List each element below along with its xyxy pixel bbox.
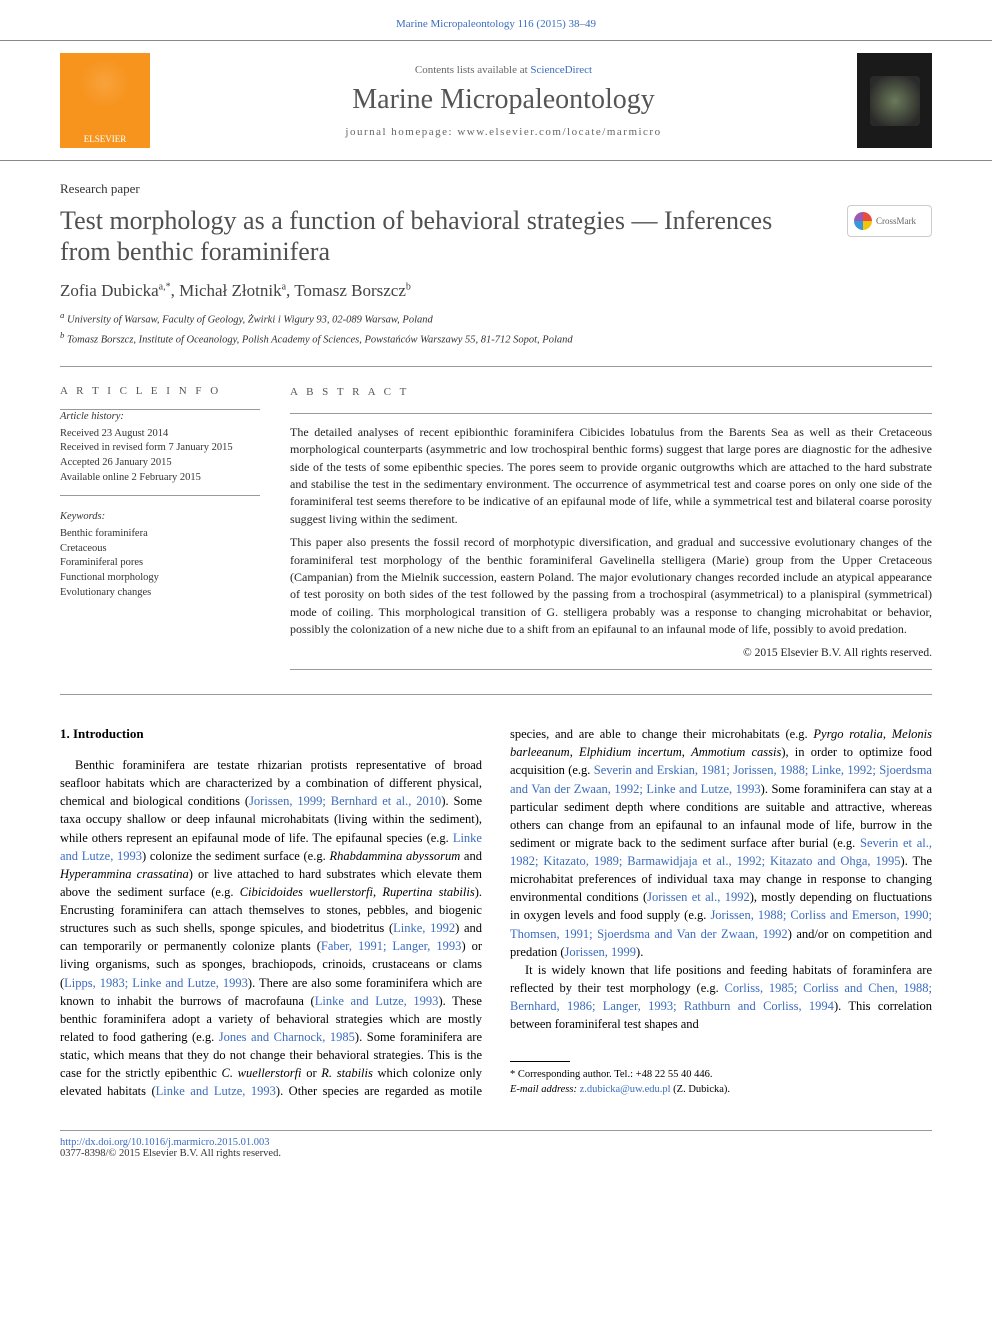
author-3[interactable]: Tomasz Borszcz [294,281,406,300]
divider [290,669,932,670]
keyword: Benthic foraminifera [60,527,260,542]
journal-homepage-url[interactable]: www.elsevier.com/locate/marmicro [457,126,661,138]
author-1[interactable]: Zofia Dubicka [60,281,159,300]
sciencedirect-link[interactable]: ScienceDirect [530,64,592,76]
section-heading: 1. Introduction [60,725,482,744]
citation-link[interactable]: Linke and Lutze, 1993 [156,1084,276,1098]
article-front-matter: Research paper Test morphology as a func… [0,161,992,695]
article-body: 1. Introduction Benthic foraminifera are… [0,695,992,1120]
journal-citation-text[interactable]: Marine Micropaleontology 116 (2015) 38–4… [396,18,596,30]
footnote-block: * Corresponding author. Tel.: +48 22 55 … [510,1053,932,1097]
copyright-line: © 2015 Elsevier B.V. All rights reserved… [290,645,932,662]
crossmark-label: CrossMark [876,216,916,226]
abstract-heading: A B S T R A C T [290,385,932,401]
publisher-name: ELSEVIER [84,134,127,144]
affiliation-a: a University of Warsaw, Faculty of Geolo… [60,309,932,328]
contents-line: Contents lists available at ScienceDirec… [150,64,857,76]
author-2[interactable]: Michał Złotnik [179,281,281,300]
online-date: Available online 2 February 2015 [60,471,260,486]
accepted-date: Accepted 26 January 2015 [60,456,260,471]
keyword: Evolutionary changes [60,586,260,601]
abstract-column: A B S T R A C T The detailed analyses of… [290,385,932,670]
citation-link[interactable]: Linke and Lutze, 1993 [315,994,439,1008]
journal-title: Marine Micropaleontology [150,84,857,116]
page-footer: http://dx.doi.org/10.1016/j.marmicro.201… [60,1130,932,1159]
corresponding-author: * Corresponding author. Tel.: +48 22 55 … [510,1068,932,1083]
divider [60,495,260,496]
crossmark-badge[interactable]: CrossMark [847,205,932,237]
history-label: Article history: [60,410,260,425]
body-paragraph: Benthic foraminifera are testate rhizari… [60,725,932,1100]
abstract-p2: This paper also presents the fossil reco… [290,534,932,638]
citation-link[interactable]: Jones and [219,1030,269,1044]
journal-homepage: journal homepage: www.elsevier.com/locat… [150,126,857,138]
keyword: Functional morphology [60,571,260,586]
journal-cover-thumbnail[interactable] [857,53,932,148]
citation-link[interactable]: Faber, 1991; Langer, 1993 [321,939,462,953]
article-info-heading: A R T I C L E I N F O [60,385,260,397]
author-1-affil: a,* [159,282,171,293]
header-center: Contents lists available at ScienceDirec… [150,64,857,138]
journal-cover-image [870,76,920,126]
citation-link[interactable]: Charnock, 1985 [274,1030,355,1044]
abstract-p1: The detailed analyses of recent epibiont… [290,424,932,528]
author-2-affil: a [282,282,286,293]
divider [290,413,932,414]
citation-link[interactable]: Lipps, 1983; Linke and Lutze, 1993 [64,976,248,990]
affiliations: a University of Warsaw, Faculty of Geolo… [60,309,932,348]
info-abstract-row: A R T I C L E I N F O Article history: R… [60,367,932,694]
keywords-label: Keywords: [60,510,260,525]
citation-link[interactable]: Linke, 1992 [393,921,455,935]
author-email-link[interactable]: z.dubicka@uw.edu.pl [580,1084,671,1095]
journal-header: ELSEVIER Contents lists available at Sci… [0,40,992,161]
citation-link[interactable]: Jorissen et al., 1992 [647,890,750,904]
journal-citation-header: Marine Micropaleontology 116 (2015) 38–4… [0,0,992,40]
body-paragraph: It is widely known that life positions a… [510,961,932,1034]
title-row: Test morphology as a function of behavio… [60,205,932,267]
article-info-column: A R T I C L E I N F O Article history: R… [60,385,260,670]
footnote-rule [510,1061,570,1062]
elsevier-tree-icon [80,61,130,116]
affiliation-b: b Tomasz Borszcz, Institute of Oceanolog… [60,329,932,348]
authors-line: Zofia Dubickaa,*, Michał Złotnika, Tomas… [60,281,932,301]
elsevier-logo[interactable]: ELSEVIER [60,53,150,148]
citation-link[interactable]: Jorissen, 1999; Bernhard et al., 2010 [249,794,441,808]
doi-link[interactable]: http://dx.doi.org/10.1016/j.marmicro.201… [60,1137,270,1148]
article-type: Research paper [60,181,932,197]
keyword: Cretaceous [60,542,260,557]
citation-link[interactable]: Jorissen, 1999 [565,945,637,959]
keyword: Foraminiferal pores [60,556,260,571]
article-title: Test morphology as a function of behavio… [60,205,847,267]
email-line: E-mail address: z.dubicka@uw.edu.pl (Z. … [510,1083,932,1098]
keywords-block: Keywords: Benthic foraminifera Cretaceou… [60,510,260,600]
revised-date: Received in revised form 7 January 2015 [60,441,260,456]
received-date: Received 23 August 2014 [60,427,260,442]
crossmark-icon [854,212,872,230]
issn-copyright: 0377-8398/© 2015 Elsevier B.V. All right… [60,1148,932,1159]
author-3-affil: b [406,282,411,293]
